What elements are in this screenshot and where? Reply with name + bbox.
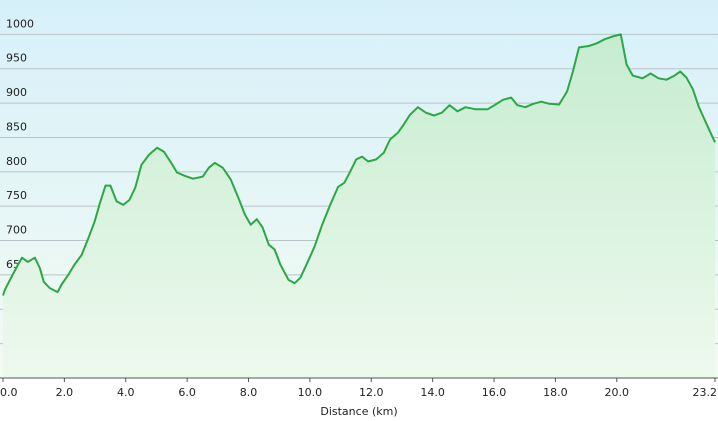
x-tick-label: 14.0 [420,386,445,399]
x-axis-title: Distance (km) [320,405,397,418]
x-tick-label: 6.0 [178,386,196,399]
y-tick-label: 800 [6,155,27,168]
x-tick-label: 23.2 [693,386,718,399]
x-tick-label: 12.0 [359,386,384,399]
y-tick-label: 750 [6,189,27,202]
x-tick-label: 8.0 [240,386,258,399]
x-tick-label: 2.0 [56,386,74,399]
elevation-line [2,33,716,296]
y-tick-label: 950 [6,52,27,65]
y-tick-label: 1000 [6,17,34,30]
x-tick-label: 20.0 [605,386,630,399]
y-tick-label: 850 [6,120,27,133]
y-tick-label: 900 [6,86,27,99]
x-tick-label: 4.0 [117,386,135,399]
elevation-area [3,34,715,379]
x-tick-label: 10.0 [298,386,323,399]
x-tick-label: 0.0 [0,386,18,399]
y-tick-label: 700 [6,224,27,237]
x-tick-label: 18.0 [543,386,568,399]
x-tick-label: 16.0 [482,386,507,399]
